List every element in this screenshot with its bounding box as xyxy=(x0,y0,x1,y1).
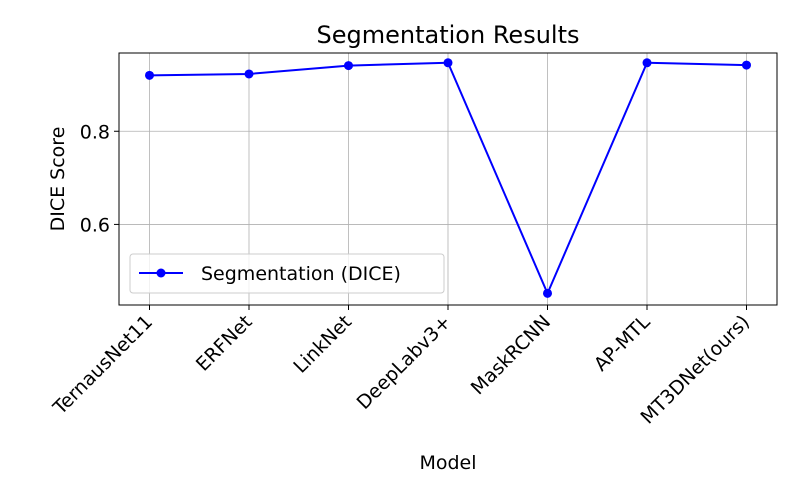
data-point xyxy=(742,60,751,70)
chart-title: Segmentation Results xyxy=(317,21,580,49)
x-tick-label: MT3DNet(ours) xyxy=(636,311,754,429)
legend-marker-swatch xyxy=(156,268,166,278)
legend-entry-label: Segmentation (DICE) xyxy=(201,263,401,285)
data-point xyxy=(145,70,154,80)
x-axis-label: Model xyxy=(419,452,476,474)
x-tick-label: TernausNet11 xyxy=(48,311,157,420)
data-point xyxy=(244,69,254,79)
x-tick-label: ERFNet xyxy=(192,311,257,376)
y-tick-label: 0.8 xyxy=(80,121,110,143)
grid xyxy=(119,53,777,305)
x-tick-label: DeepLabv3+ xyxy=(353,311,456,414)
y-axis-label: DICE Score xyxy=(47,127,69,232)
data-point xyxy=(443,58,453,68)
x-tick-label: AP-MTL xyxy=(590,311,655,376)
legend-box xyxy=(129,253,445,294)
series xyxy=(145,58,751,298)
data-point xyxy=(344,61,353,71)
x-tick-label: MaskRCNN xyxy=(467,311,555,399)
data-point xyxy=(543,288,552,298)
y-tick-label: 0.6 xyxy=(80,214,110,236)
x-tick-label: LinkNet xyxy=(289,311,356,378)
data-point xyxy=(642,58,652,68)
legend: Segmentation (DICE) xyxy=(129,253,445,294)
